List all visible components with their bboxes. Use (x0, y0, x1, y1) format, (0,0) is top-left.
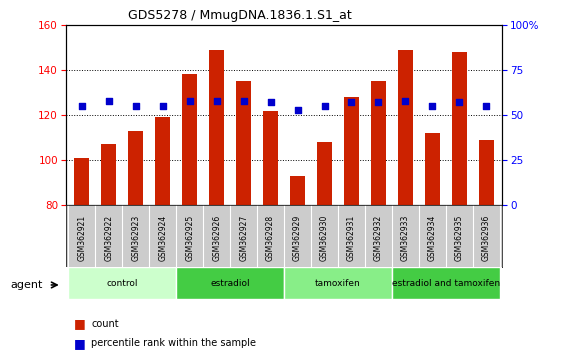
Text: count: count (91, 319, 119, 329)
Bar (479, 140, 494, 205)
Bar (284, 267, 392, 299)
Bar (102, 144, 116, 205)
Text: GSM362931: GSM362931 (347, 215, 356, 261)
Bar (209, 50, 224, 205)
Point (401, 98, 410, 103)
Point (77, 103, 86, 109)
Text: GSM362926: GSM362926 (212, 215, 221, 261)
Bar (371, 81, 386, 205)
Point (455, 99, 464, 105)
Text: GSM362922: GSM362922 (104, 215, 113, 261)
Text: tamoxifen: tamoxifen (315, 279, 361, 288)
Text: GSM362934: GSM362934 (428, 215, 437, 261)
Bar (128, 131, 143, 205)
Text: GSM362932: GSM362932 (374, 215, 383, 261)
Point (158, 103, 167, 109)
Point (131, 103, 140, 109)
Text: GSM362933: GSM362933 (401, 215, 410, 261)
Point (374, 99, 383, 105)
Bar (69, 267, 176, 299)
Bar (263, 110, 278, 205)
Text: GSM362927: GSM362927 (239, 215, 248, 261)
Bar (182, 74, 197, 205)
Text: estradiol and tamoxifen: estradiol and tamoxifen (392, 279, 500, 288)
Text: GSM362921: GSM362921 (77, 215, 86, 261)
Bar (452, 52, 467, 205)
Point (104, 98, 114, 103)
Point (266, 99, 275, 105)
Bar (74, 158, 89, 205)
Bar (155, 117, 170, 205)
Text: ■: ■ (74, 318, 86, 330)
Point (428, 103, 437, 109)
Text: GSM362935: GSM362935 (455, 215, 464, 261)
Point (320, 103, 329, 109)
Text: GSM362929: GSM362929 (293, 215, 302, 261)
Bar (392, 267, 500, 299)
Bar (425, 133, 440, 205)
Point (185, 98, 194, 103)
Text: GSM362925: GSM362925 (185, 215, 194, 261)
Text: GSM362923: GSM362923 (131, 215, 140, 261)
Bar (290, 176, 305, 205)
Point (239, 98, 248, 103)
Text: GSM362930: GSM362930 (320, 215, 329, 261)
Bar (317, 142, 332, 205)
Text: GDS5278 / MmugDNA.1836.1.S1_at: GDS5278 / MmugDNA.1836.1.S1_at (128, 9, 352, 22)
Text: ■: ■ (74, 337, 86, 350)
Text: percentile rank within the sample: percentile rank within the sample (91, 338, 256, 348)
Bar (398, 50, 413, 205)
Bar (176, 267, 284, 299)
Text: estradiol: estradiol (210, 279, 250, 288)
Point (212, 98, 221, 103)
Point (347, 99, 356, 105)
Text: control: control (107, 279, 138, 288)
Text: GSM362924: GSM362924 (158, 215, 167, 261)
Text: agent: agent (10, 280, 43, 290)
Text: GSM362936: GSM362936 (482, 215, 491, 261)
Text: GSM362928: GSM362928 (266, 215, 275, 261)
Point (482, 103, 491, 109)
Bar (344, 97, 359, 205)
Point (293, 107, 302, 113)
Bar (236, 81, 251, 205)
